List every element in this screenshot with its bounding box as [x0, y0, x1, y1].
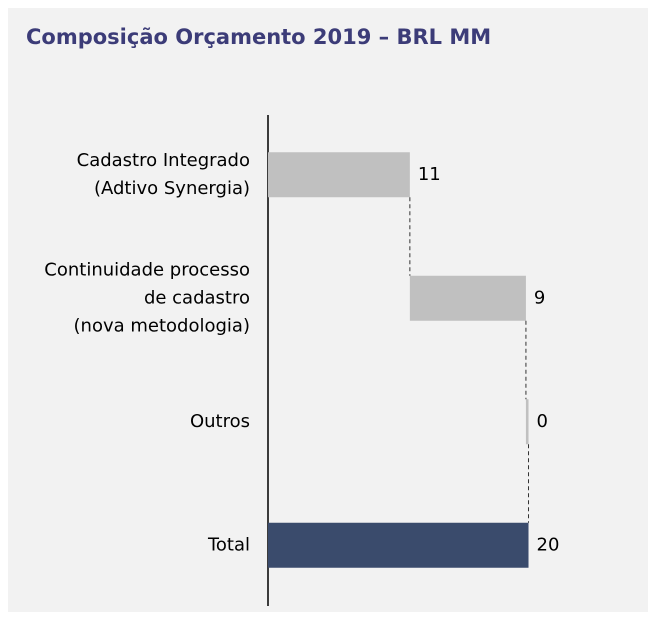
category-label: Cadastro Integrado (Adtivo Synergia) — [77, 150, 250, 199]
category-label-line: Outros — [190, 411, 250, 432]
category-label-line: Total — [207, 534, 250, 555]
category-label-line: (Adtivo Synergia) — [94, 178, 250, 199]
category-label-line: (nova metodologia) — [74, 315, 250, 336]
category-label-line: Continuidade processo — [44, 259, 250, 280]
bar — [525, 399, 529, 445]
value-label: 20 — [537, 534, 560, 555]
value-label: 0 — [537, 411, 548, 432]
chart-title: Composição Orçamento 2019 – BRL MM — [26, 25, 491, 49]
value-label: 9 — [534, 287, 545, 308]
bar — [268, 522, 529, 568]
category-label: Total — [207, 534, 250, 555]
bar — [268, 152, 410, 198]
bar — [409, 275, 526, 321]
category-label: Outros — [190, 411, 250, 432]
category-label-line: de cadastro — [144, 287, 250, 308]
category-label: Continuidade processo de cadastro (nova me… — [44, 259, 250, 336]
value-label: 11 — [418, 164, 441, 185]
category-label-line: Cadastro Integrado — [77, 150, 250, 171]
chart-background — [8, 8, 648, 612]
